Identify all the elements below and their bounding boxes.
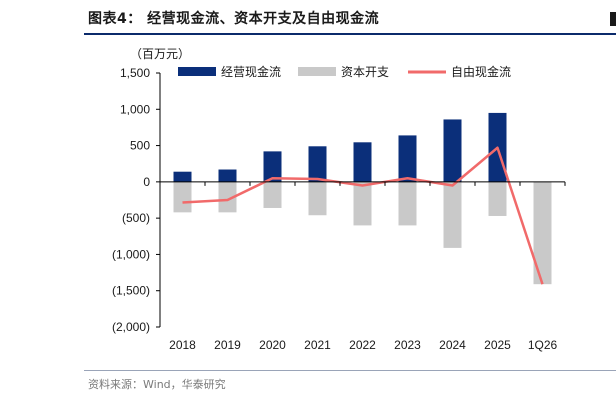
y-tick-label: (1,500) (112, 284, 150, 298)
y-tick-label: 1,000 (120, 102, 150, 116)
ocf-bar (218, 169, 237, 182)
capex-bar (398, 181, 417, 226)
x-tick-label: 2022 (349, 338, 376, 352)
legend-swatch-capex (298, 67, 336, 76)
chart-title: 图表4： 经营现金流、资本开支及自由现金流 (88, 11, 380, 27)
y-axis: 1,500 1,000 500 0 (500) (1,000) (1,500) (2,000) (112, 66, 161, 334)
capex-bar (443, 181, 462, 248)
x-tick-label: 2019 (214, 338, 241, 352)
x-tick-label: 2025 (484, 338, 511, 352)
legend-label: 资本开支 (341, 65, 389, 79)
capex-bar (173, 181, 192, 213)
chart: 1,500 1,000 500 0 (500) (1,000) (1,500) (2,000)… (112, 47, 566, 352)
capex-bar (263, 181, 282, 208)
capex-bar (308, 181, 327, 216)
legend-label: 自由现金流 (451, 64, 511, 79)
legend-label: 经营现金流 (221, 64, 281, 79)
ocf-bar (308, 146, 327, 182)
x-axis: 2018 2019 2020 2021 2022 2023 2024 2025 1Q26 (159, 181, 566, 352)
x-tick-label: 2021 (304, 338, 331, 352)
ocf-bar (263, 151, 282, 182)
y-tick-label: 1,500 (120, 66, 150, 80)
x-tick-label: 2024 (439, 338, 466, 352)
x-tick-label: 2020 (259, 338, 286, 352)
bottom-rule (84, 370, 616, 371)
unit-label: （百万元） (130, 47, 190, 61)
y-tick-label: (1,000) (112, 247, 150, 261)
y-tick-label: (500) (122, 211, 150, 225)
ocf-bar (353, 142, 372, 182)
capex-bar (353, 181, 372, 226)
x-tick-label: 2018 (169, 338, 196, 352)
legend-swatch-ocf (178, 67, 216, 76)
ocf-bar (443, 119, 462, 182)
x-tick-label: 2023 (394, 338, 421, 352)
capex-bar (488, 181, 507, 216)
source-note: 资料来源：Wind，华泰研究 (88, 378, 226, 391)
y-tick-label: 500 (130, 139, 150, 153)
ocf-bar (173, 171, 192, 182)
capex-bar (218, 181, 237, 213)
x-tick-label: 1Q26 (528, 338, 558, 352)
y-tick-label: (2,000) (112, 320, 150, 334)
fcf-line (182, 146, 544, 285)
capex-bar (533, 181, 552, 285)
ocf-bar (398, 135, 417, 182)
legend: 经营现金流 资本开支 自由现金流 (178, 64, 511, 79)
y-tick-label: 0 (143, 175, 150, 189)
edge-mark (610, 12, 616, 26)
title-rule (84, 33, 616, 35)
